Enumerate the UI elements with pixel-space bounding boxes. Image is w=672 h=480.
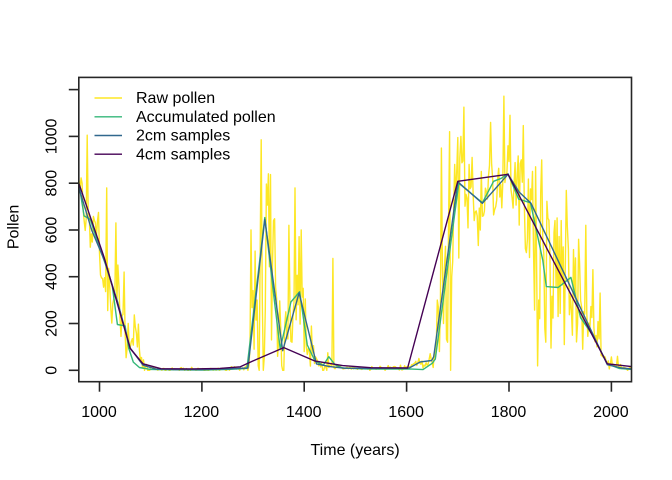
svg-text:0: 0 <box>44 366 61 375</box>
svg-text:4cm samples: 4cm samples <box>136 146 230 163</box>
svg-text:2cm samples: 2cm samples <box>136 128 230 145</box>
svg-text:600: 600 <box>44 217 61 244</box>
svg-text:Time (years): Time (years) <box>311 442 400 459</box>
svg-text:1800: 1800 <box>491 404 527 421</box>
svg-text:2000: 2000 <box>593 404 629 421</box>
svg-text:1000: 1000 <box>44 119 61 155</box>
svg-text:400: 400 <box>44 263 61 290</box>
svg-text:1400: 1400 <box>286 404 322 421</box>
svg-text:1000: 1000 <box>81 404 117 421</box>
svg-text:Raw pollen: Raw pollen <box>136 90 215 107</box>
svg-text:1600: 1600 <box>388 404 424 421</box>
svg-text:200: 200 <box>44 310 61 337</box>
svg-text:1200: 1200 <box>184 404 220 421</box>
svg-text:800: 800 <box>44 170 61 197</box>
svg-text:Accumulated pollen: Accumulated pollen <box>136 109 276 126</box>
svg-text:Pollen: Pollen <box>6 205 23 249</box>
